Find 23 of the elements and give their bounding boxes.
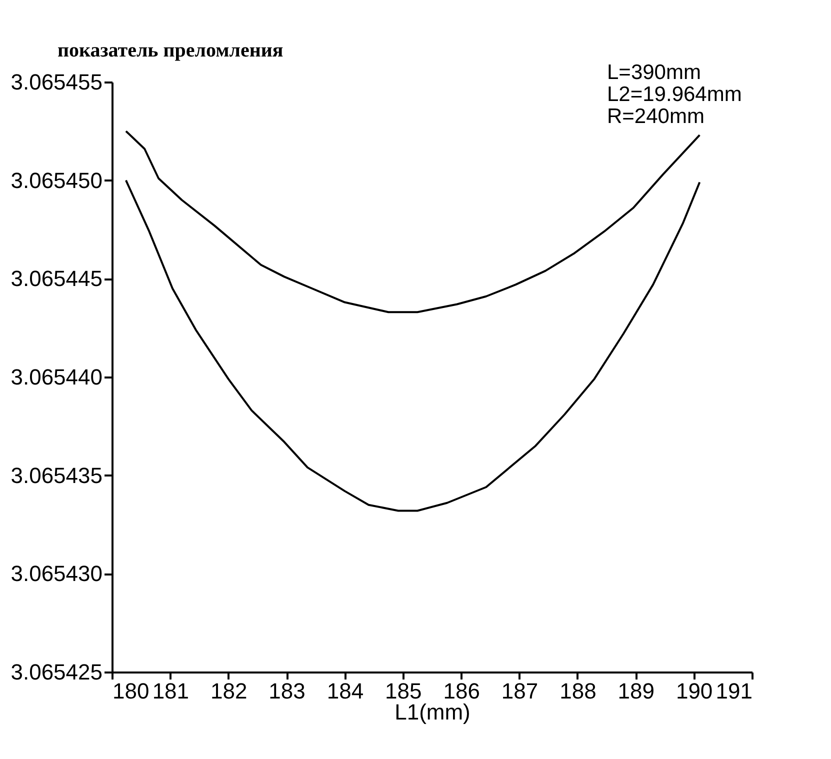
y-tick-label: 3.065430 bbox=[10, 561, 102, 586]
x-tick-label: 180 bbox=[112, 678, 150, 704]
y-tick-label: 3.065435 bbox=[10, 462, 102, 488]
line-series bbox=[124, 179, 701, 512]
annotation: L=390mm bbox=[607, 61, 701, 84]
y-axis-title: показатель преломления bbox=[58, 40, 284, 62]
x-tick-label: 189 bbox=[618, 678, 654, 704]
x-tick-label: 190 bbox=[676, 678, 713, 704]
x-tick-label: 187 bbox=[501, 678, 538, 704]
y-tick-label: 3.065450 bbox=[10, 168, 102, 193]
x-tick-label: 181 bbox=[152, 678, 190, 704]
line-series bbox=[124, 130, 701, 314]
annotation: L2=19.964mm bbox=[607, 83, 742, 106]
y-tick-label: 3.065440 bbox=[10, 364, 102, 390]
x-tick-label: 182 bbox=[210, 678, 248, 704]
y-tick-label: 3.065445 bbox=[10, 266, 102, 292]
x-tick-label: 188 bbox=[560, 678, 596, 704]
x-tick-label: 184 bbox=[326, 678, 364, 704]
x-tick-label: 191 bbox=[716, 678, 752, 704]
x-tick-label: 183 bbox=[268, 678, 306, 704]
annotation: R=240mm bbox=[607, 105, 704, 128]
y-tick-label: 3.065455 bbox=[10, 70, 102, 94]
y-tick-label: 3.065425 bbox=[10, 660, 102, 684]
